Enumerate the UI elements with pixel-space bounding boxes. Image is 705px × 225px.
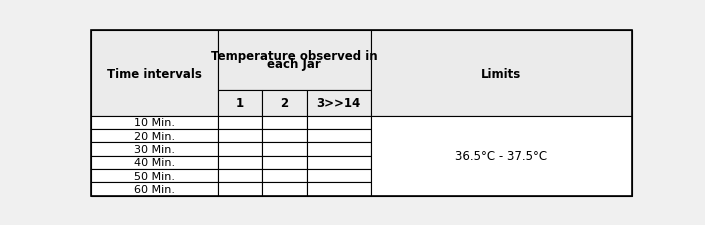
Bar: [371, 116, 632, 196]
Bar: [307, 129, 371, 143]
Text: each Jar: each Jar: [267, 58, 321, 71]
Bar: [307, 156, 371, 169]
Bar: [91, 183, 218, 196]
Text: 36.5°C - 37.5°C: 36.5°C - 37.5°C: [455, 150, 547, 162]
Bar: [262, 156, 307, 169]
Bar: [218, 169, 262, 183]
Text: 50 Min.: 50 Min.: [134, 171, 175, 181]
Bar: [91, 143, 218, 156]
Text: 60 Min.: 60 Min.: [134, 184, 175, 194]
Text: 40 Min.: 40 Min.: [134, 158, 175, 168]
Bar: [218, 91, 262, 116]
Bar: [218, 156, 262, 169]
Bar: [262, 143, 307, 156]
Text: Temperature observed in: Temperature observed in: [211, 50, 378, 63]
Bar: [262, 116, 307, 129]
Text: 1: 1: [236, 97, 244, 110]
Bar: [218, 31, 371, 91]
Text: 2: 2: [281, 97, 288, 110]
Bar: [307, 91, 371, 116]
Text: 10 Min.: 10 Min.: [134, 118, 175, 128]
Bar: [307, 183, 371, 196]
Bar: [91, 116, 218, 129]
Text: Limits: Limits: [481, 67, 521, 80]
Bar: [307, 169, 371, 183]
Bar: [218, 143, 262, 156]
Bar: [91, 129, 218, 143]
Bar: [307, 116, 371, 129]
Text: Time intervals: Time intervals: [107, 67, 202, 80]
Bar: [262, 169, 307, 183]
Bar: [307, 143, 371, 156]
Bar: [371, 31, 632, 116]
Bar: [218, 116, 262, 129]
Text: 20 Min.: 20 Min.: [134, 131, 175, 141]
Bar: [262, 129, 307, 143]
Bar: [218, 129, 262, 143]
Bar: [91, 169, 218, 183]
Text: 30 Min.: 30 Min.: [134, 144, 175, 154]
Bar: [91, 156, 218, 169]
Bar: [218, 183, 262, 196]
Bar: [91, 31, 218, 116]
Bar: [262, 91, 307, 116]
Bar: [262, 183, 307, 196]
Text: 3>>14: 3>>14: [317, 97, 361, 110]
